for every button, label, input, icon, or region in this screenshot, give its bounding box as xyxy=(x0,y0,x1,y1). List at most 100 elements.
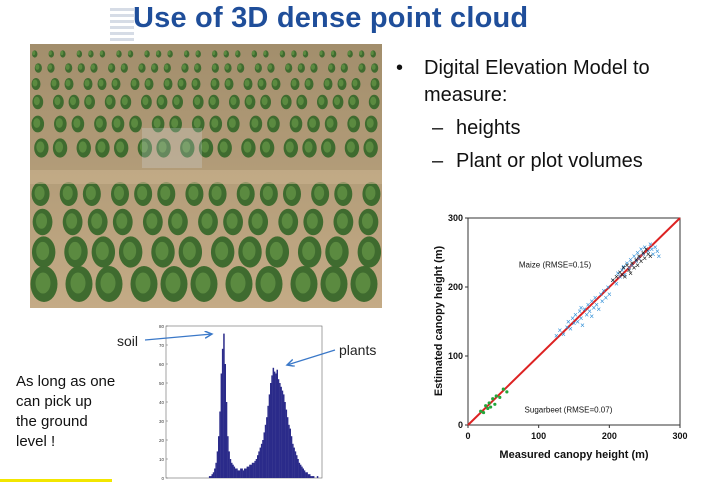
crop-plant-highlight xyxy=(302,241,316,261)
crop-plant-highlight xyxy=(212,50,216,56)
histogram-bar xyxy=(237,470,239,478)
crop-plant-highlight xyxy=(286,186,296,200)
x-tick-label: 100 xyxy=(531,431,546,441)
crop-plant-highlight xyxy=(113,118,121,128)
scatter-point: × xyxy=(594,300,599,309)
crop-plant-highlight xyxy=(291,50,295,56)
histogram-bar xyxy=(301,466,303,478)
histogram-bar xyxy=(246,466,249,478)
crop-plant-highlight xyxy=(51,79,57,87)
histogram-bar xyxy=(238,470,241,478)
crop-plant-highlight xyxy=(144,50,148,56)
scatter-point: × xyxy=(607,290,612,299)
histogram-bar xyxy=(292,443,294,478)
y-tick-label: 0 xyxy=(458,420,463,430)
crop-plant-highlight xyxy=(33,118,41,128)
crop-plant-highlight xyxy=(70,96,76,106)
histogram-bar xyxy=(298,462,301,478)
scatter-point: × xyxy=(653,243,658,252)
crop-plant-highlight xyxy=(244,79,250,87)
histogram-bar xyxy=(273,371,276,478)
crop-plant-highlight xyxy=(226,213,238,229)
histogram-bar xyxy=(279,383,281,478)
scatter-point: × xyxy=(649,245,654,254)
scatter-point: × xyxy=(618,268,623,277)
crop-plant-highlight xyxy=(361,213,373,229)
scatter-point: × xyxy=(628,255,633,264)
crop-plant-highlight xyxy=(131,79,137,87)
x-axis-label: Measured canopy height (m) xyxy=(499,449,648,461)
scatter-point: × xyxy=(599,290,604,299)
crop-plant-highlight xyxy=(251,50,255,56)
histogram-bar xyxy=(276,369,278,478)
histogram-bar xyxy=(285,409,288,478)
scatter-point: × xyxy=(570,314,575,323)
maize-annotation: Maize (RMSE=0.15) xyxy=(519,261,592,270)
scatter-point: × xyxy=(655,247,660,256)
histogram-bar xyxy=(259,447,262,478)
scatter-point: × xyxy=(635,249,640,258)
crop-plant-highlight xyxy=(182,64,186,70)
scatter-point: × xyxy=(651,250,656,259)
crop-plant-highlight xyxy=(261,96,268,106)
scatter-point xyxy=(486,406,490,411)
histogram-bar xyxy=(228,451,230,478)
histogram-bar xyxy=(258,451,260,478)
scatter-point: × xyxy=(642,254,647,263)
crop-plant-highlight xyxy=(304,141,313,153)
crop-plant-highlight xyxy=(35,64,40,70)
crop-plant-highlight xyxy=(370,50,374,56)
crop-plant-highlight xyxy=(230,272,246,294)
histogram-bar xyxy=(286,417,289,478)
x-tick-label: 200 xyxy=(602,431,617,441)
crop-plant-highlight xyxy=(366,118,374,128)
footer-accent-bar xyxy=(0,479,112,482)
scatter-point: × xyxy=(644,245,649,254)
crop-plant-highlight xyxy=(371,79,377,87)
histogram-bar xyxy=(307,474,310,478)
scatter-point: × xyxy=(614,273,619,282)
scatter-point: × xyxy=(630,261,635,270)
histogram-bar xyxy=(305,472,307,478)
crop-plant-highlight xyxy=(158,141,167,153)
histogram-bar xyxy=(219,411,221,478)
scatter-point: × xyxy=(641,249,646,258)
scatter-point xyxy=(484,404,488,408)
histogram-bar xyxy=(275,373,277,478)
histogram-bar xyxy=(281,390,284,478)
scatter-point: × xyxy=(627,266,632,275)
crop-plant-highlight xyxy=(255,64,260,70)
title-decoration xyxy=(110,8,134,41)
histogram-bar xyxy=(245,468,247,478)
crop-plant-highlight xyxy=(62,186,73,200)
histogram-bar xyxy=(233,466,236,478)
scatter-point: × xyxy=(589,297,594,306)
crop-plant-highlight xyxy=(84,79,90,87)
scatter-point: × xyxy=(572,319,577,328)
crop-plant-highlight xyxy=(194,64,199,70)
crop-plant-highlight xyxy=(160,186,171,200)
crop-plant-highlight xyxy=(36,213,48,229)
scatter-point xyxy=(487,401,491,405)
crop-plant-highlight xyxy=(121,64,126,70)
histogram-bar xyxy=(223,333,225,478)
crop-plant-highlight xyxy=(123,241,137,261)
crop-plant-highlight xyxy=(48,64,52,70)
crop-plant-highlight xyxy=(329,241,343,261)
crop-plant-highlight xyxy=(36,141,45,153)
crop-plant-highlight xyxy=(171,118,179,128)
scatter-point: × xyxy=(632,252,637,261)
crop-plant-highlight xyxy=(99,50,103,56)
x-tick-label: 0 xyxy=(465,431,470,441)
histogram-bar xyxy=(263,432,265,478)
scatter-point xyxy=(479,409,483,413)
crop-plant-highlight xyxy=(282,96,289,106)
crop-plant-highlight xyxy=(314,186,325,200)
scatter-point: × xyxy=(637,252,642,261)
scatter-point xyxy=(498,395,502,399)
histogram-bar xyxy=(242,470,245,478)
histogram-bar xyxy=(212,472,215,478)
crop-plant-highlight xyxy=(188,186,199,200)
crop-plant-highlight xyxy=(285,141,294,153)
crop-plant-highlight xyxy=(341,64,346,70)
